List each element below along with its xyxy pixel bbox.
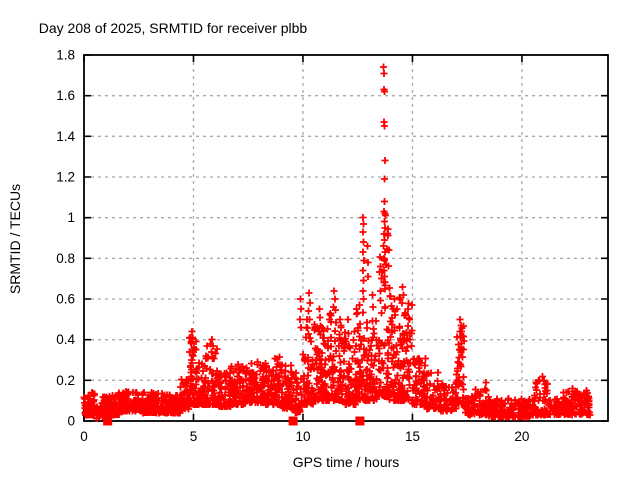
axis-square-marker: [103, 416, 113, 426]
y-tick-label: 1.8: [56, 48, 75, 63]
x-tick-label: 0: [80, 429, 88, 444]
y-tick-label: 0.4: [56, 332, 75, 347]
x-tick-label: 20: [514, 429, 529, 444]
y-tick-label: 0.2: [56, 373, 75, 388]
y-tick-label: 1.6: [56, 88, 75, 103]
chart-title-text: Day 208 of 2025, SRMTID for receiver plb…: [38, 20, 308, 36]
y-axis-label: SRMTID / TECUs: [7, 183, 23, 295]
x-tick-label: 10: [295, 429, 310, 444]
chart-title: Day 208 of 2025, SRMTID for receiver plb…: [0, 20, 519, 36]
x-tick-label: 5: [190, 429, 198, 444]
plot-border: [83, 54, 609, 422]
event-squares: [103, 416, 365, 426]
axis-square-marker: [288, 416, 298, 426]
scatter-points: [80, 63, 594, 422]
y-tick-label: 0: [67, 414, 75, 429]
y-tick-label: 0.6: [56, 292, 75, 307]
y-tick-label: 1.4: [56, 129, 75, 144]
x-tick-label: 15: [405, 429, 420, 444]
axis-ticks: [83, 54, 608, 422]
x-axis-label: GPS time / hours: [292, 454, 400, 470]
y-tick-label: 0.8: [56, 251, 75, 266]
gridlines: [84, 55, 608, 421]
y-tick-label: 1: [67, 210, 75, 225]
y-tick-label: 1.2: [56, 170, 75, 185]
axis-square-marker: [355, 416, 365, 426]
